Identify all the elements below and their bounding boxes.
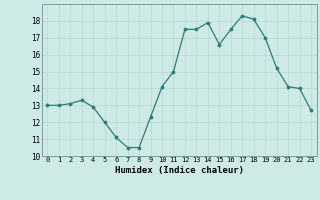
X-axis label: Humidex (Indice chaleur): Humidex (Indice chaleur) <box>115 166 244 175</box>
